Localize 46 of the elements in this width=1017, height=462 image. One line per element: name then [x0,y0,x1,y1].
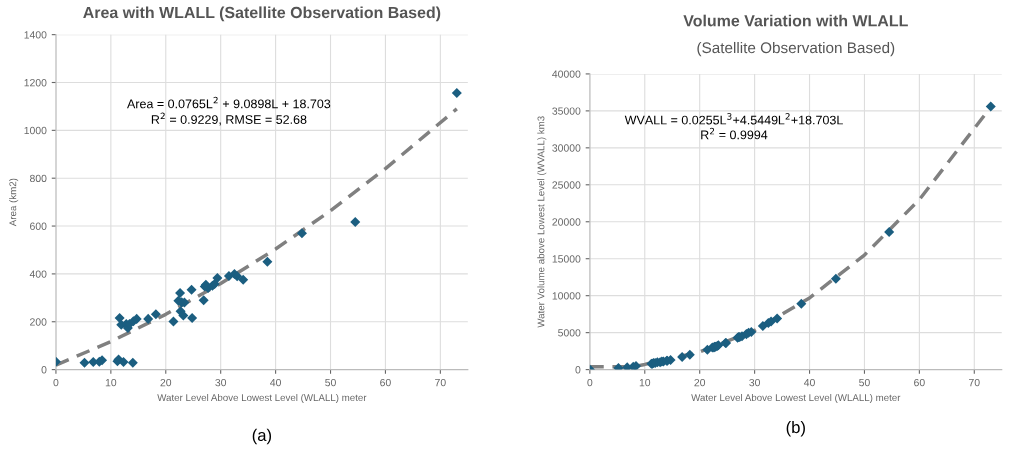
y-tick-label: 0 [575,366,581,374]
annotation: R$^{2}$ = 0.9229, RMSE = 52.68 [151,112,307,126]
y-tick-label: 10000 [552,292,581,300]
text: (b) [786,420,805,437]
x-tick-label: 50 [325,378,336,387]
x-tick-label: 30 [749,378,760,387]
y-tick-label: 200 [30,318,47,326]
annotation: R$^{2}$ = 0.9994 [701,127,768,140]
y-tick-label: 1200 [24,79,47,87]
annotation: WVALL = 0.0255L$^{3}$+4.5449L$^{2}$+18.703L [624,113,843,125]
x-tick-label: 20 [160,378,172,387]
y-axis-title: Water Volume above Lowest Level (WVALL) km3 [537,116,547,328]
x-tick-label: 20 [694,378,706,387]
x-tick-label: 60 [914,378,925,387]
x-tick-label: 50 [859,378,870,387]
x-axis-title: Water Level Above Lowest Level (WLALL) meter [157,393,367,403]
y-axis-title: Area (km2) [9,178,19,227]
y-tick-label: 0 [41,366,47,374]
y-tick-label: 30000 [552,144,581,152]
chart-title: Area with WLALL (Satellite Observation Based) [83,6,441,22]
y-tick-label: 1400 [24,31,47,39]
y-tick-label: 5000 [558,329,581,337]
chart-title: Volume Variation with WLALL [683,14,908,27]
y-tick-label: 15000 [552,255,581,263]
y-tick-label: 400 [29,270,47,278]
text: (a) [252,428,272,445]
x-tick-label: 0 [53,378,59,387]
y-tick-label: 35000 [552,107,581,115]
x-tick-label: 70 [435,378,446,387]
x-tick-label: 10 [639,378,651,387]
x-tick-label: 10 [105,378,117,387]
x-tick-label: 30 [215,378,227,387]
x-tick-label: 0 [587,378,593,387]
y-tick-label: 1000 [24,126,47,135]
y-tick-label: 20000 [552,218,581,226]
x-tick-label: 70 [969,378,980,387]
x-tick-label: 40 [270,378,281,387]
y-tick-label: 600 [30,222,47,230]
x-tick-label: 60 [380,378,391,387]
x-tick-label: 40 [803,378,815,387]
chart-subtitle: (Satellite Observation Based) [697,41,895,57]
y-tick-label: 25000 [552,181,581,189]
y-tick-label: 40000 [552,70,581,78]
x-axis-title: Water Level Above Lowest Level (WLALL) meter [691,393,901,403]
y-tick-label: 800 [29,174,47,183]
annotation: Area = 0.0765L$^{2}$ + 9.0898L + 18.703 [127,96,331,109]
